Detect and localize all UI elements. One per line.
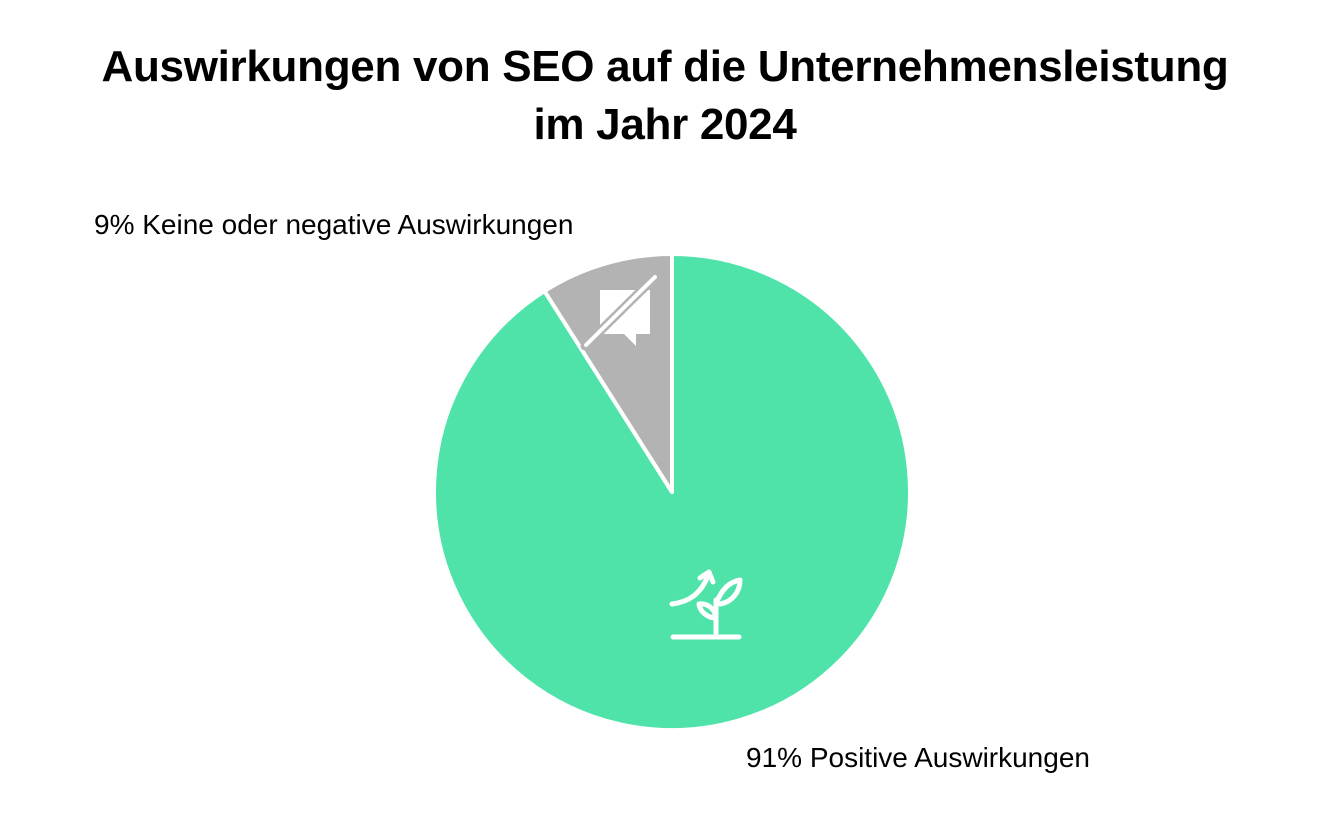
- growing-plant-icon: [669, 569, 743, 640]
- slice-label-negative: 9% Keine oder negative Auswirkungen: [94, 209, 574, 240]
- chart-title-line-1: Auswirkungen von SEO auf die Unternehmen…: [101, 42, 1229, 91]
- muted-message-icon: [580, 271, 661, 351]
- chart-title-line-2: im Jahr 2024: [533, 100, 797, 149]
- chart-title: Auswirkungen von SEO auf die Unternehmen…: [0, 38, 1330, 154]
- slice-label-positive: 91% Positive Auswirkungen: [746, 742, 1090, 773]
